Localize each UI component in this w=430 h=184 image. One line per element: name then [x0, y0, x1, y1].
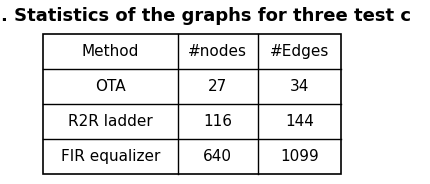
Text: 1099: 1099	[280, 149, 319, 164]
Text: R2R ladder: R2R ladder	[68, 114, 153, 129]
Text: 34: 34	[290, 79, 309, 94]
Text: OTA: OTA	[95, 79, 126, 94]
Text: 144: 144	[285, 114, 314, 129]
Text: 640: 640	[203, 149, 232, 164]
Text: #Edges: #Edges	[270, 44, 329, 59]
Text: FIR equalizer: FIR equalizer	[61, 149, 160, 164]
Text: 27: 27	[208, 79, 227, 94]
Text: Method: Method	[82, 44, 139, 59]
Text: . Statistics of the graphs for three test c: . Statistics of the graphs for three tes…	[1, 7, 412, 25]
Text: #nodes: #nodes	[188, 44, 247, 59]
Text: 116: 116	[203, 114, 232, 129]
